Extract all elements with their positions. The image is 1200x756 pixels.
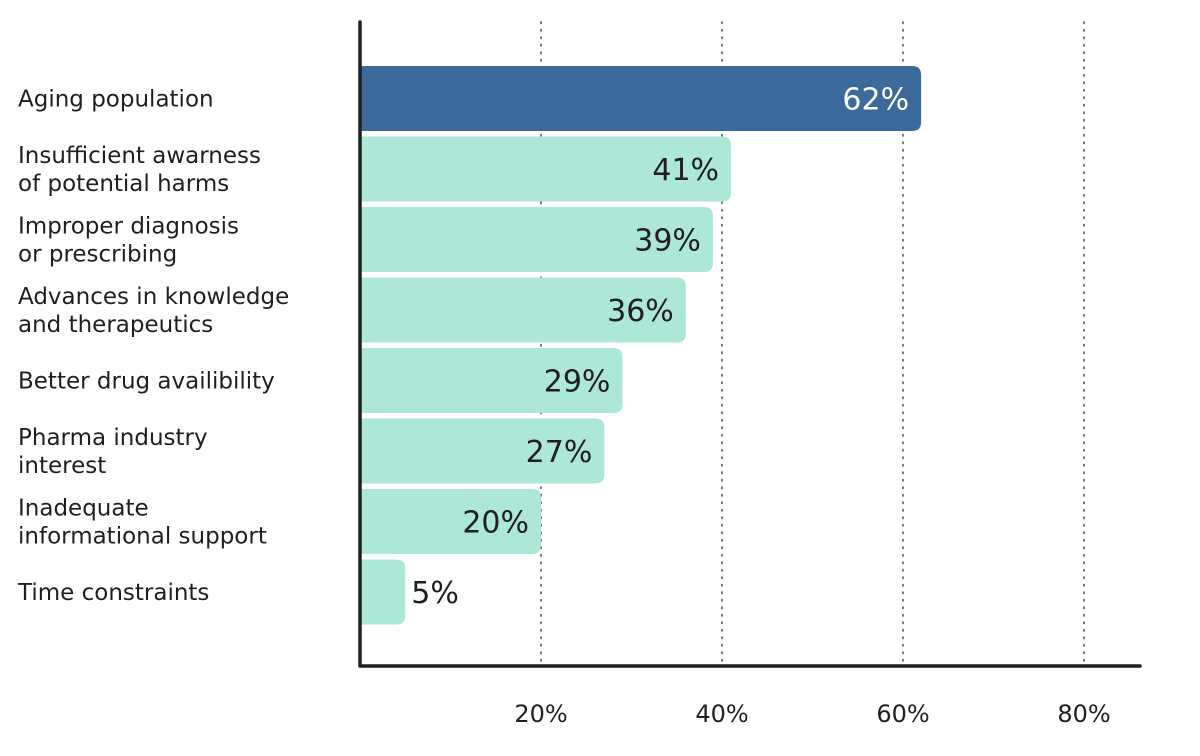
- category-label: Aging population: [18, 87, 214, 113]
- x-tick-label: 60%: [876, 700, 929, 728]
- bar: [360, 489, 541, 554]
- bar: [360, 559, 406, 625]
- category-label-line: Better drug availibility: [18, 369, 275, 395]
- category-label-line: Time constraints: [17, 580, 209, 606]
- x-tick-label: 40%: [695, 700, 748, 728]
- bar: [360, 277, 686, 343]
- bar-value-label: 27%: [526, 435, 593, 470]
- x-tick-label: 80%: [1057, 700, 1110, 728]
- category-label: Better drug availibility: [18, 369, 275, 395]
- category-label-line: of potential harms: [18, 171, 229, 197]
- category-label-line: Advances in knowledge: [18, 284, 289, 310]
- x-tick-labels: 20% 40% 60% 80%: [514, 700, 1110, 728]
- bars: 62% 41% 39% 36% 29% 27% 20%5%: [360, 66, 922, 625]
- category-label-line: informational support: [18, 524, 267, 550]
- gridlines: [540, 21, 1085, 667]
- bar-value-label: 41%: [652, 153, 719, 188]
- category-label-line: Improper diagnosis: [18, 214, 239, 240]
- axis-lines: [358, 20, 1142, 668]
- axes: [358, 20, 1142, 668]
- category-label-line: Insufficient awarness: [18, 143, 261, 169]
- x-tick-label: 20%: [514, 700, 567, 728]
- category-label: Advances in knowledge and therapeutics: [18, 284, 289, 338]
- category-label-line: and therapeutics: [18, 312, 213, 338]
- bar-value-label: 62%: [842, 83, 909, 118]
- category-label: Insufficient awarness of potential harms: [18, 143, 261, 197]
- bar-value-label: 36%: [607, 294, 674, 329]
- bar: [360, 418, 605, 484]
- bar-value-label: 5%: [411, 576, 459, 611]
- bar: [360, 207, 713, 272]
- category-label: Time constraints: [17, 580, 209, 606]
- category-label-line: Pharma industry: [18, 425, 208, 451]
- bar: [360, 348, 623, 413]
- category-label-line: Aging population: [18, 87, 214, 113]
- category-label: Improper diagnosis or prescribing: [18, 214, 239, 268]
- bar-value-label: 39%: [634, 224, 701, 259]
- category-label-line: Inadequate: [18, 496, 149, 522]
- category-label-line: or prescribing: [18, 242, 177, 268]
- bar: [360, 136, 732, 202]
- category-label-line: interest: [18, 453, 106, 479]
- category-labels: Aging population Insufficient awarness of …: [17, 87, 289, 607]
- bar: [360, 66, 922, 131]
- category-label: Pharma industry interest: [18, 425, 208, 479]
- bar-value-label: 20%: [462, 506, 529, 541]
- category-label: Inadequate informational support: [18, 496, 267, 550]
- bar-value-label: 29%: [544, 365, 611, 400]
